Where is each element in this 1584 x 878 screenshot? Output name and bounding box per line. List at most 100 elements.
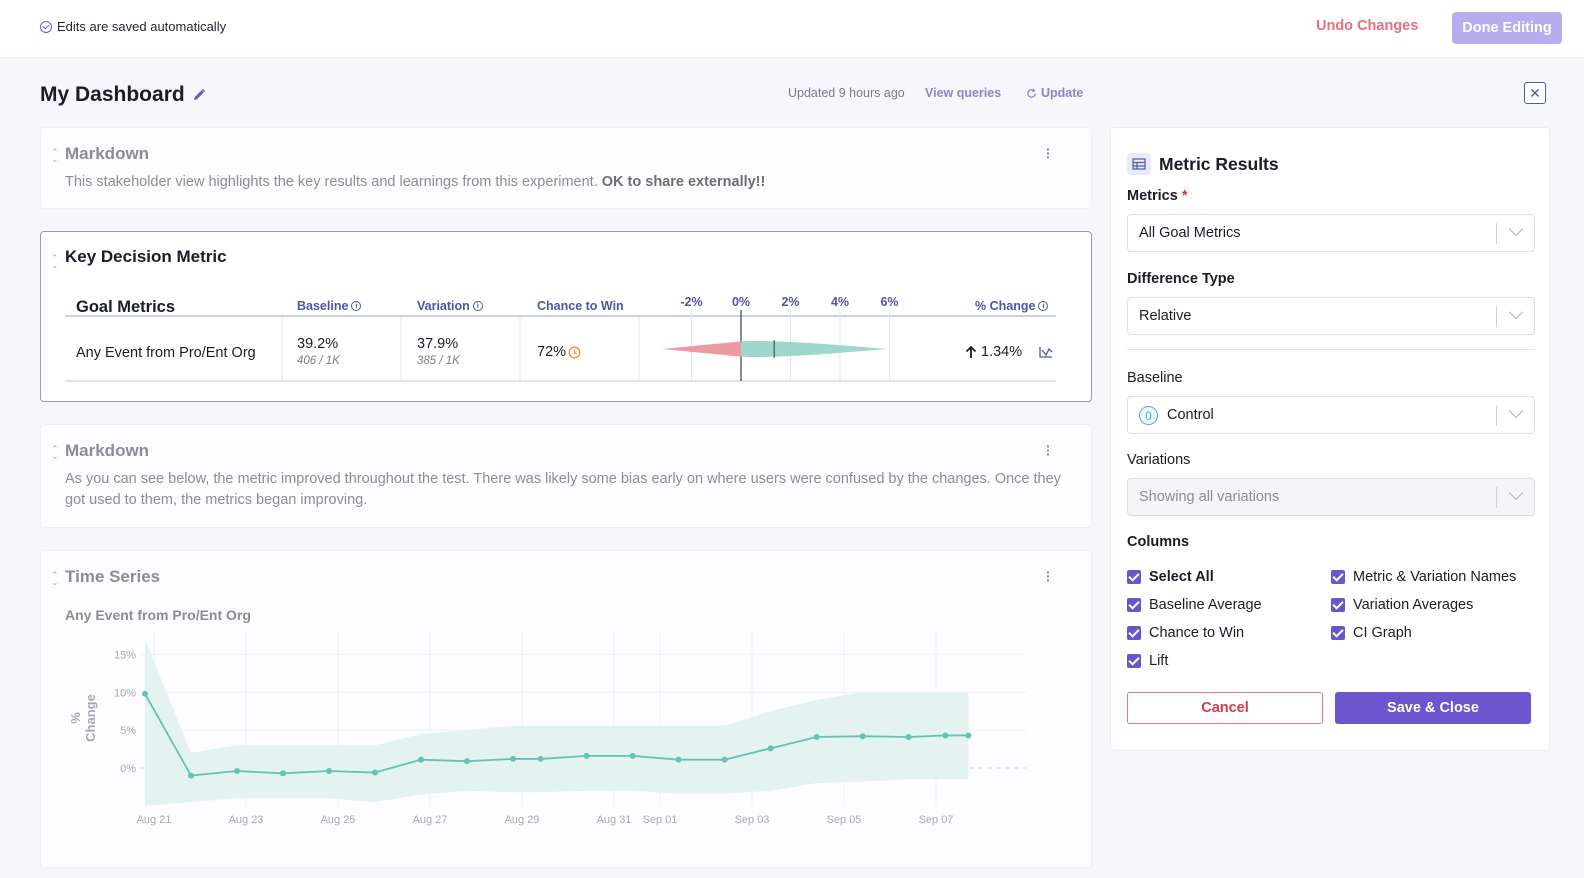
- y-tick-label: 5%: [120, 725, 136, 737]
- arrow-up-icon: [965, 345, 977, 358]
- ci-tick-label: 0%: [732, 295, 750, 309]
- drag-handle-icon[interactable]: ⌃ ⌄: [51, 147, 59, 164]
- x-tick-label: Aug 23: [229, 814, 264, 826]
- names-checkbox[interactable]: Metric & Variation Names: [1331, 569, 1516, 585]
- drag-handle-icon[interactable]: ⌃ ⌄: [51, 570, 59, 587]
- time-series-block[interactable]: ⌃ ⌄ Time Series · · · Any Event from Pro/En…: [40, 550, 1092, 868]
- drag-handle-icon[interactable]: ⌃ ⌄: [51, 253, 59, 270]
- chance-to-win-value: 72%: [537, 344, 567, 360]
- required-marker: *: [1181, 188, 1188, 204]
- baseline-average-checkbox[interactable]: Baseline Average: [1127, 597, 1262, 613]
- ci-loss-region: [661, 341, 741, 357]
- ci-graph: -2% 0% 2% 4% 6%: [65, 295, 1056, 382]
- update-button[interactable]: Update: [1026, 86, 1083, 100]
- baseline-header-label: Baseline: [297, 299, 349, 313]
- checkbox-checked-icon[interactable]: [1127, 598, 1141, 612]
- cancel-button[interactable]: Cancel: [1127, 692, 1323, 724]
- metrics-select[interactable]: All Goal Metrics: [1127, 214, 1535, 252]
- x-tick-label: Sep 01: [643, 814, 678, 826]
- markdown-text: This stakeholder view highlights the key…: [65, 172, 765, 193]
- updated-timestamp: Updated 9 hours ago: [788, 86, 905, 100]
- markdown-block[interactable]: ⌃ ⌄ Markdown · · · This stakeholder view hi…: [40, 127, 1092, 209]
- save-and-close-button[interactable]: Save & Close: [1335, 692, 1531, 724]
- x-tick-label: Aug 25: [321, 814, 356, 826]
- data-point: [234, 768, 240, 775]
- chevron-down-icon[interactable]: [1508, 403, 1524, 419]
- data-point: [142, 690, 148, 697]
- select-all-checkbox[interactable]: Select All: [1127, 569, 1214, 585]
- key-decision-metric-block[interactable]: ⌃ ⌄ Key Decision Metric Goal Metrics Base…: [40, 231, 1092, 402]
- checkbox-checked-icon[interactable]: [1127, 654, 1141, 668]
- ci-tick-label: 6%: [880, 295, 898, 309]
- check-circle-icon: [40, 20, 52, 33]
- checkbox-label: Lift: [1149, 653, 1169, 669]
- info-icon[interactable]: i: [472, 301, 483, 311]
- checkbox-checked-icon[interactable]: [1127, 570, 1141, 584]
- block-title: Time Series: [65, 567, 161, 586]
- drag-handle-icon[interactable]: ⌃ ⌄: [51, 444, 59, 461]
- data-point: [942, 732, 949, 739]
- markdown-block[interactable]: ⌃ ⌄ Markdown · · · As you can see below, th…: [40, 424, 1092, 528]
- checkbox-label: Variation Averages: [1353, 597, 1474, 613]
- goal-metrics-header: Goal Metrics: [76, 298, 176, 316]
- ci-graph-checkbox[interactable]: CI Graph: [1331, 625, 1412, 641]
- chance-to-win-checkbox[interactable]: Chance to Win: [1127, 625, 1244, 641]
- undo-changes-button[interactable]: Undo Changes: [1316, 18, 1419, 34]
- checkbox-checked-icon[interactable]: [1331, 626, 1345, 640]
- variation-value: 37.9%: [417, 336, 459, 352]
- variation-column-header: Variation i: [417, 299, 483, 313]
- more-options-icon[interactable]: · · ·: [1046, 564, 1051, 588]
- variation-header-label: Variation: [417, 299, 470, 313]
- ci-tick-label: 2%: [781, 295, 799, 309]
- chevron-down-icon[interactable]: [1508, 485, 1524, 501]
- autosave-text: Edits are saved automatically: [57, 19, 227, 34]
- chevron-down-icon[interactable]: [1508, 221, 1524, 237]
- data-point: [326, 768, 332, 775]
- metric-name[interactable]: Any Event from Pro/Ent Org: [76, 345, 256, 361]
- percent-change-value: 1.34%: [981, 344, 1023, 360]
- checkbox-label: Baseline Average: [1149, 597, 1262, 613]
- close-icon[interactable]: ✕: [1524, 82, 1546, 104]
- y-tick-label: 10%: [114, 687, 136, 699]
- pencil-icon[interactable]: [192, 88, 206, 102]
- metrics-label-text: Metrics: [1127, 188, 1178, 204]
- difference-type-select[interactable]: Relative: [1127, 297, 1535, 335]
- baseline-select[interactable]: 0 Control: [1127, 396, 1535, 434]
- data-point: [859, 733, 866, 740]
- percent-change-cell: 1.34%: [965, 344, 1022, 360]
- data-point: [767, 745, 774, 752]
- variations-select[interactable]: Showing all variations: [1127, 478, 1535, 516]
- y-tick-label: 15%: [114, 649, 136, 661]
- markdown-text: As you can see below, the metric improve…: [65, 471, 1061, 508]
- variation-averages-checkbox[interactable]: Variation Averages: [1331, 597, 1473, 613]
- chart-icon[interactable]: [1039, 346, 1053, 358]
- warning-clock-icon[interactable]: [568, 346, 581, 359]
- more-options-icon[interactable]: · · ·: [1046, 438, 1051, 462]
- checkbox-label: Select All: [1149, 569, 1214, 585]
- x-tick-label: Sep 05: [827, 814, 862, 826]
- data-point: [372, 769, 378, 776]
- done-editing-button[interactable]: Done Editing: [1452, 12, 1562, 44]
- data-point: [675, 756, 682, 763]
- page-title: My Dashboard: [40, 83, 185, 106]
- checkbox-checked-icon[interactable]: [1127, 626, 1141, 640]
- view-queries-link[interactable]: View queries: [925, 86, 1002, 100]
- top-bar: Edits are saved automatically Undo Chang…: [0, 0, 1584, 58]
- markdown-plain-text: This stakeholder view highlights the key…: [65, 174, 598, 190]
- metrics-select-value: All Goal Metrics: [1139, 225, 1241, 241]
- data-point: [464, 758, 470, 765]
- data-point: [537, 755, 544, 762]
- confidence-band: [145, 639, 969, 806]
- data-point: [418, 756, 424, 763]
- chevron-down-icon[interactable]: [1508, 304, 1524, 320]
- change-header-label: % Change: [975, 299, 1036, 313]
- ctw-header-label: Chance to Win: [537, 299, 624, 313]
- data-point: [280, 770, 286, 777]
- checkbox-checked-icon[interactable]: [1331, 570, 1345, 584]
- info-icon[interactable]: i: [1038, 301, 1049, 311]
- lift-checkbox[interactable]: Lift: [1127, 653, 1168, 669]
- select-separator: [1496, 306, 1497, 327]
- info-icon[interactable]: i: [351, 301, 362, 311]
- checkbox-checked-icon[interactable]: [1331, 598, 1345, 612]
- more-options-icon[interactable]: · · ·: [1046, 141, 1051, 165]
